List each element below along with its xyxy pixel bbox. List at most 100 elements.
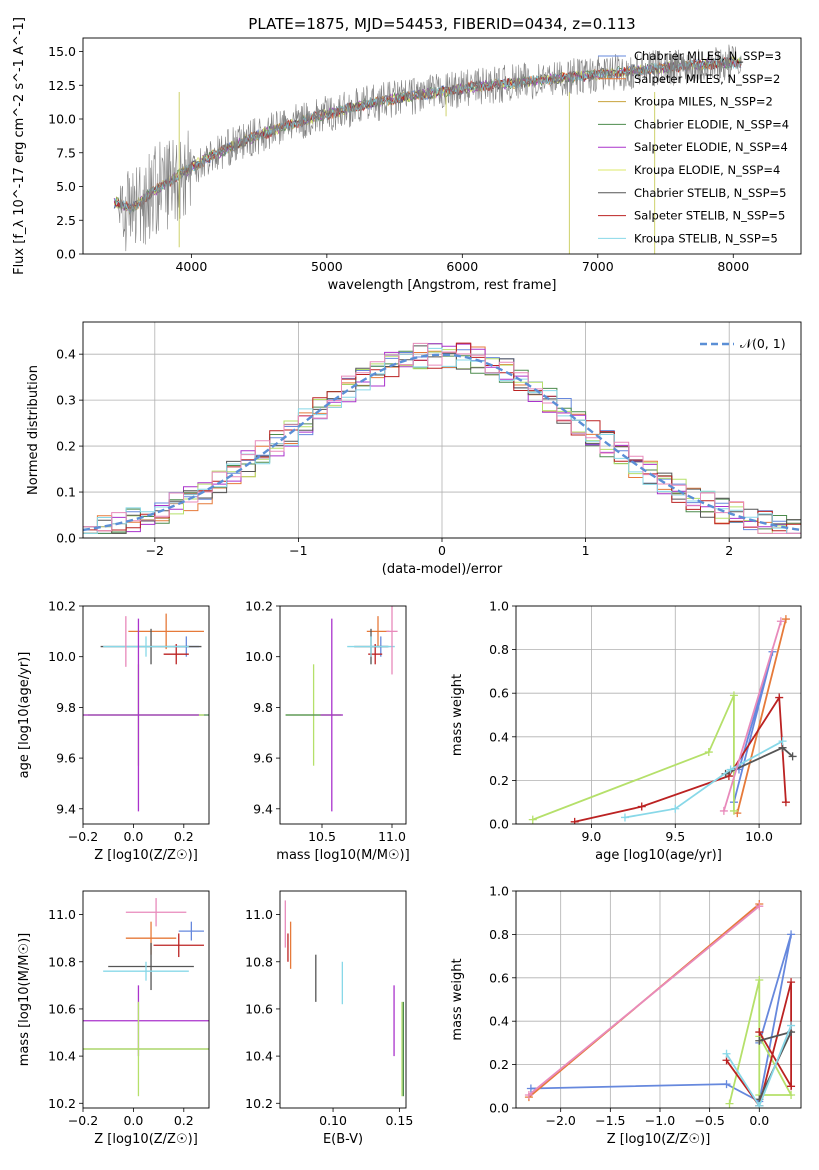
x-tick-label: −0.2	[68, 829, 98, 844]
y-tick-label: 10.6	[245, 1001, 273, 1016]
y-tick-label: 0.2	[489, 1057, 509, 1072]
legend-label: Kroupa ELODIE, N_SSP=4	[634, 163, 780, 177]
y-tick-label: 10.8	[245, 954, 273, 969]
y-tick-label: 15.0	[48, 44, 76, 59]
y-tick-label: 0.1	[56, 485, 76, 500]
plus-marker	[787, 1082, 796, 1091]
axes-frame	[515, 605, 802, 825]
y-tick-label: 0.6	[489, 970, 509, 985]
x-axis-label: (data-model)/error	[382, 562, 503, 577]
y-tick-label: 0.0	[56, 247, 76, 262]
axes-frame	[82, 890, 210, 1109]
plus-marker	[776, 617, 785, 626]
histogram-step	[83, 342, 801, 534]
mass-vs-metallicity-panel: −0.2 0.0 0.2 10.2 10.4 10.6 10.8 11.0 Z [log10(Z…	[17, 890, 210, 1147]
spectrum-panel: 4000 5000 6000 7000 8000 0.0 2.5 5.0 7.5 10.0 12.5…	[12, 17, 802, 293]
y-axis-label: age [log10(age/yr)]	[17, 652, 32, 779]
x-axis-label: mass [log10(M/M☉)]	[276, 848, 409, 863]
legend-label: Kroupa STELIB, N_SSP=5	[634, 231, 778, 245]
x-tick-label: −2	[146, 543, 164, 558]
y-tick-label: 10.0	[48, 649, 76, 664]
x-axis-label: wavelength [Angstrom, rest frame]	[328, 278, 557, 293]
y-tick-label: 0.0	[489, 817, 509, 832]
x-tick-label: 0.0	[123, 1113, 143, 1128]
x-tick-label: 7000	[582, 259, 614, 274]
plus-marker	[729, 806, 738, 815]
normal-curve	[83, 353, 801, 532]
plus-marker	[787, 1090, 796, 1099]
legend-label: Chabrier MILES, N_SSP=3	[634, 49, 781, 63]
plot-area	[284, 900, 404, 1097]
plus-marker	[755, 1036, 764, 1045]
x-tick-label: −0.5	[694, 1113, 724, 1128]
age-vs-metallicity-panel: −0.2 0.0 0.2 9.4 9.6 9.8 10.0 10.2 Z [log10(Z/Z☉…	[17, 599, 210, 863]
y-tick-label: 0.4	[489, 729, 509, 744]
y-axis-label: mass weight	[450, 958, 465, 1040]
y-tick-label: 7.5	[56, 145, 76, 160]
x-tick-label: 0.10	[319, 1113, 347, 1128]
plus-marker	[775, 693, 784, 702]
y-axis-label: mass [log10(M/M☉)]	[17, 933, 32, 1066]
x-tick-label: 0.15	[385, 1113, 413, 1128]
y-tick-label: 0.0	[56, 531, 76, 546]
plot-area	[285, 606, 398, 812]
y-tick-label: 10.2	[48, 1096, 76, 1111]
plus-marker	[787, 1021, 796, 1030]
y-tick-label: 9.4	[253, 801, 273, 816]
plot-area	[83, 613, 209, 812]
plus-marker	[726, 765, 735, 774]
legend-label: Salpeter ELODIE, N_SSP=4	[634, 140, 788, 154]
plot-area	[528, 615, 797, 824]
plus-marker	[722, 1049, 731, 1058]
y-tick-label: 10.8	[48, 954, 76, 969]
y-tick-label: 10.0	[245, 649, 273, 664]
x-tick-label: −1	[289, 543, 307, 558]
axes-frame	[82, 37, 802, 255]
mass-weight-vs-age-panel: 9.0 9.5 10.0 0.0 0.2 0.4 0.6 0.8 1.0 age [log10(a…	[450, 599, 802, 863]
x-tick-label: 9.0	[581, 829, 601, 844]
residual-histogram-panel: −2 −1 0 1 2 0.0 0.1 0.2 0.3 0.4 (data-model)/error…	[26, 321, 802, 577]
plus-marker	[526, 1084, 535, 1093]
plus-marker	[637, 802, 646, 811]
y-tick-label: 0.8	[489, 642, 509, 657]
y-tick-label: 0.3	[56, 393, 76, 408]
mass-weight-line	[736, 618, 787, 814]
plus-marker	[620, 813, 629, 822]
x-axis-label: Z [log10(Z/Z☉)]	[94, 848, 198, 863]
plus-marker	[778, 737, 787, 746]
plus-marker	[755, 975, 764, 984]
x-tick-label: 8000	[717, 259, 749, 274]
x-tick-label: −1.0	[645, 1113, 675, 1128]
observed-spectrum-line	[117, 44, 742, 252]
y-tick-label: 1.0	[489, 599, 509, 614]
plus-marker	[719, 806, 728, 815]
y-tick-label: 9.6	[56, 751, 76, 766]
x-tick-label: −1.5	[595, 1113, 625, 1128]
legend-label: 𝒩(0, 1)	[740, 336, 786, 351]
plus-marker	[788, 752, 797, 761]
y-tick-label: 10.2	[245, 599, 273, 614]
y-tick-label: 10.6	[48, 1001, 76, 1016]
plot-area	[83, 342, 801, 534]
x-axis-label: Z [log10(Z/Z☉)]	[94, 1132, 198, 1147]
plus-marker	[755, 1028, 764, 1037]
axes-frame	[279, 890, 407, 1109]
axes-frame	[82, 605, 210, 825]
x-tick-label: 0.0	[123, 829, 143, 844]
y-tick-label: 0.8	[489, 927, 509, 942]
mass-weight-line	[528, 905, 760, 1096]
y-tick-label: 9.8	[56, 700, 76, 715]
y-axis-label: mass weight	[450, 674, 465, 756]
x-tick-label: 10.5	[308, 829, 336, 844]
x-tick-label: 10.0	[745, 829, 773, 844]
x-tick-label: 6000	[446, 259, 478, 274]
x-tick-label: 9.5	[665, 829, 685, 844]
legend-label: Salpeter MILES, N_SSP=2	[634, 72, 780, 86]
y-tick-label: 10.0	[48, 112, 76, 127]
y-tick-label: 2.5	[56, 213, 76, 228]
x-tick-label: 0.2	[174, 829, 194, 844]
y-tick-label: 0.2	[56, 439, 76, 454]
x-tick-label: −0.2	[68, 1113, 98, 1128]
plus-marker	[729, 691, 738, 700]
x-axis-label: E(B-V)	[323, 1132, 363, 1147]
